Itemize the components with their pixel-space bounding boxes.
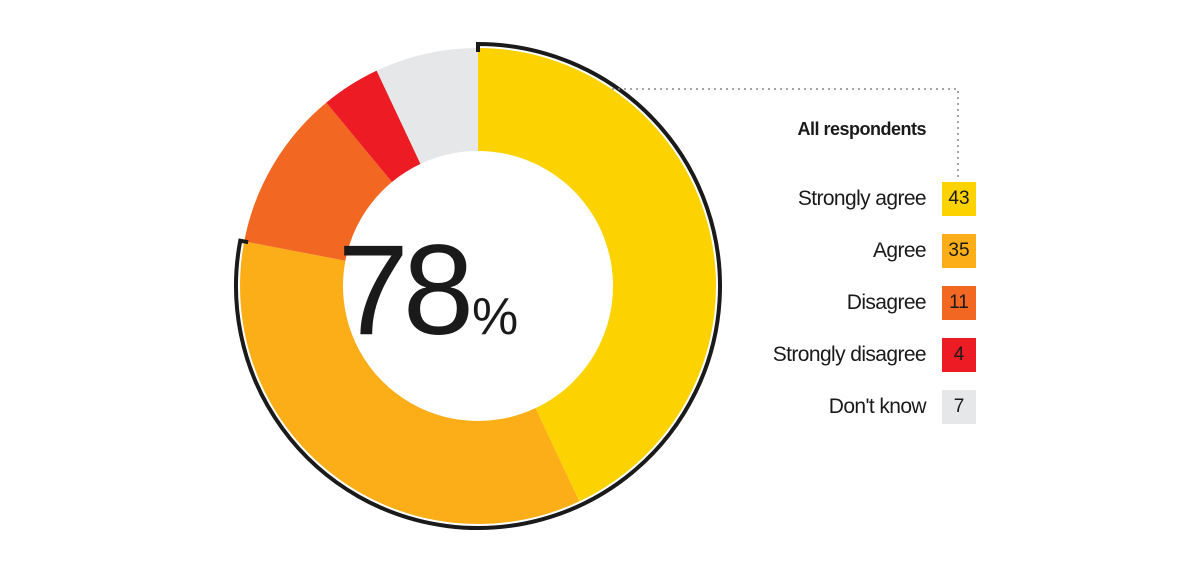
- legend-item-strongly-disagree: Strongly disagree 4: [700, 338, 976, 372]
- legend-item-strongly-agree: Strongly agree 43: [700, 182, 976, 216]
- legend-label: Agree: [872, 239, 927, 262]
- donut-segment-disagree: [244, 102, 392, 261]
- legend-label: Strongly agree: [797, 187, 927, 210]
- legend-value-swatch: 4: [942, 338, 976, 372]
- legend-item-don-t-know: Don't know 7: [700, 390, 976, 424]
- donut-segment-strongly-agree: [478, 48, 716, 502]
- donut-segments: [240, 48, 716, 525]
- legend-label: Don't know: [828, 395, 927, 418]
- donut-segment-agree: [240, 241, 580, 525]
- legend-value-swatch: 7: [942, 390, 976, 424]
- center-value: 78: [338, 219, 469, 362]
- legend-label: Disagree: [846, 291, 927, 314]
- legend-value-swatch: 43: [942, 182, 976, 216]
- donut-segment-strongly-disagree: [326, 70, 421, 182]
- legend-label: Strongly disagree: [772, 343, 927, 366]
- donut-segment-don-t-know: [376, 48, 478, 164]
- center-unit: %: [472, 288, 518, 346]
- legend-item-disagree: Disagree 11: [700, 286, 976, 320]
- legend-item-agree: Agree 35: [700, 234, 976, 268]
- leader-line: [612, 88, 959, 178]
- legend-value-swatch: 35: [942, 234, 976, 268]
- legend-title: All respondents: [797, 119, 926, 139]
- highlight-bracket: [234, 41, 722, 530]
- legend-value-swatch: 11: [942, 286, 976, 320]
